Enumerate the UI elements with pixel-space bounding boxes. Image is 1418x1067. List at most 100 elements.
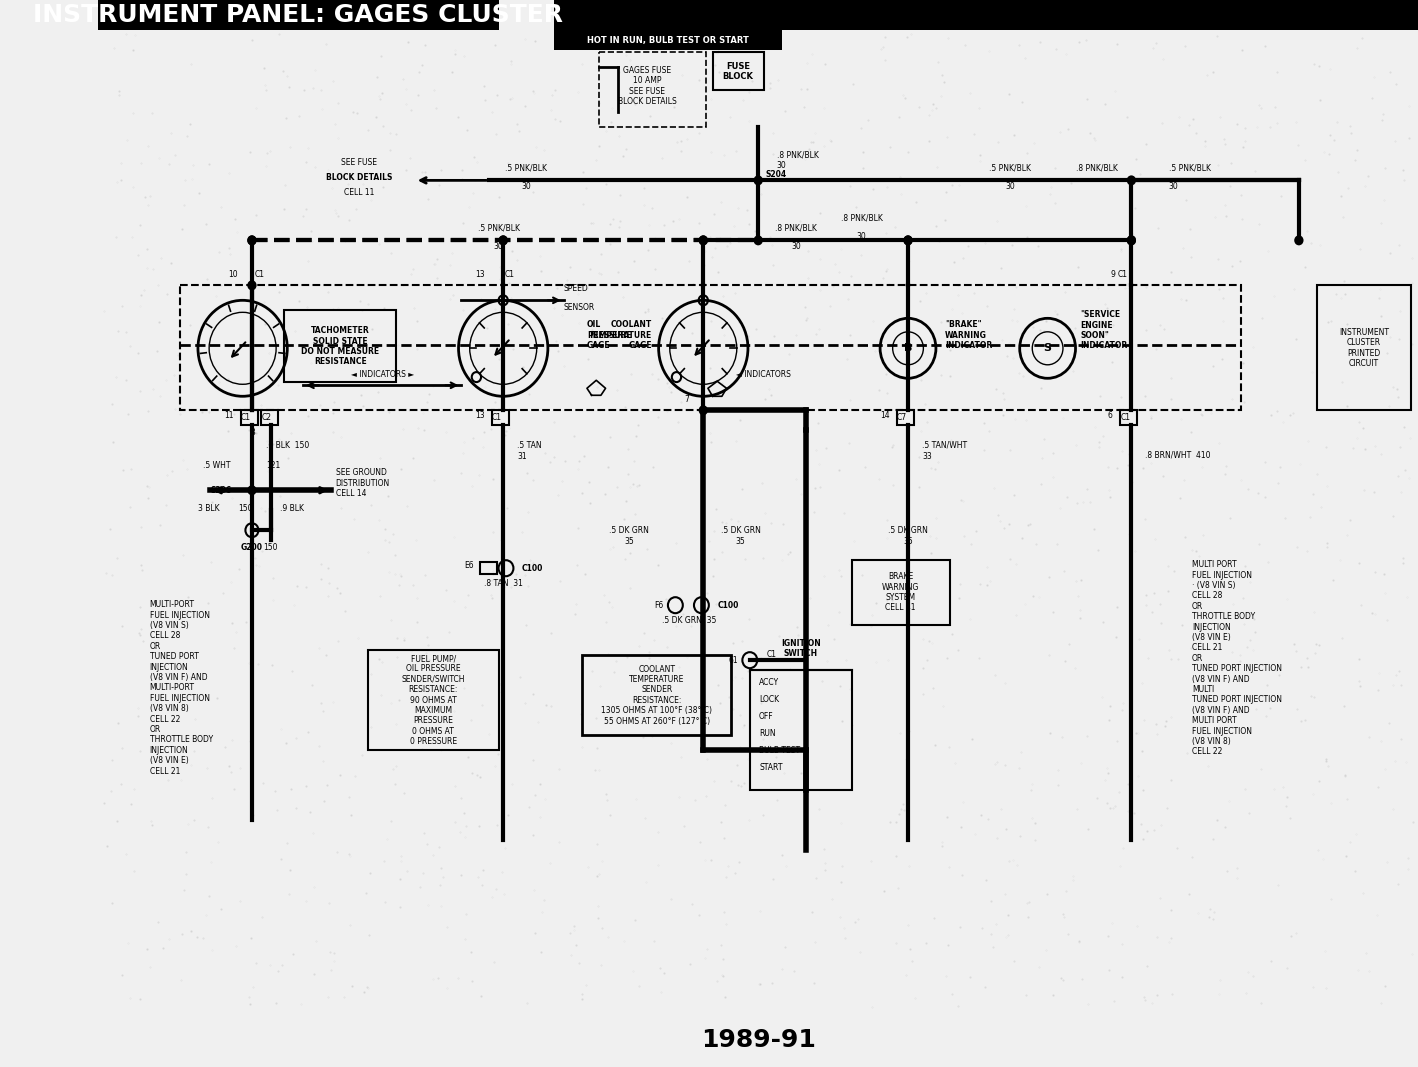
Text: SPEED: SPEED [564, 284, 588, 293]
Text: 30: 30 [493, 242, 503, 252]
Text: HOT IN RUN, BULB TEST OR START: HOT IN RUN, BULB TEST OR START [587, 36, 749, 45]
Text: .5 DK GRN  35: .5 DK GRN 35 [662, 616, 716, 624]
Text: ◄ INDICATORS ►: ◄ INDICATORS ► [350, 370, 414, 379]
Text: .8 PNK/BLK: .8 PNK/BLK [1075, 163, 1117, 173]
Circle shape [499, 236, 508, 245]
Text: RUN: RUN [759, 729, 776, 737]
Bar [583, 655, 732, 735]
Text: BULB TEST: BULB TEST [759, 746, 800, 754]
Text: FUSE
BLOCK: FUSE BLOCK [723, 62, 753, 81]
Text: FUEL PUMP/
OIL PRESSURE
SENDER/SWITCH
RESISTANCE:
90 OHMS AT
MAXIMUM
PRESSURE
0 : FUEL PUMP/ OIL PRESSURE SENDER/SWITCH RE… [401, 654, 465, 746]
Text: 35: 35 [903, 537, 913, 545]
Text: C1: C1 [767, 650, 777, 658]
Text: 30: 30 [856, 233, 866, 241]
Text: 13: 13 [475, 411, 485, 419]
Text: 61: 61 [727, 656, 737, 665]
Text: 14: 14 [879, 411, 889, 419]
Text: INSTRUMENT PANEL: GAGES CLUSTER: INSTRUMENT PANEL: GAGES CLUSTER [34, 3, 563, 28]
Text: .8 PNK/BLK: .8 PNK/BLK [776, 223, 817, 233]
Text: ACCY: ACCY [759, 678, 780, 687]
Text: SEE FUSE: SEE FUSE [340, 158, 377, 168]
Text: .9 BLK: .9 BLK [279, 504, 303, 513]
Text: C1: C1 [492, 413, 502, 423]
Bar [369, 650, 499, 750]
Text: C1: C1 [1117, 270, 1127, 280]
Text: INSTRUMENT
CLUSTER
PRINTED
CIRCUIT: INSTRUMENT CLUSTER PRINTED CIRCUIT [1339, 328, 1390, 368]
Text: 150: 150 [238, 504, 252, 513]
Text: 3 BLK: 3 BLK [197, 504, 220, 513]
Text: F6: F6 [654, 601, 664, 609]
Text: SEE GROUND
DISTRIBUTION
CELL 14: SEE GROUND DISTRIBUTION CELL 14 [336, 468, 390, 498]
Text: S: S [1044, 344, 1052, 353]
Text: COOLANT
TEMPERATURE
SENDER
RESISTANCE:
1305 OHMS AT 100°F (38° C)
55 OHMS AT 260: COOLANT TEMPERATURE SENDER RESISTANCE: 1… [601, 665, 712, 726]
Text: .5 PNK/BLK: .5 PNK/BLK [505, 163, 547, 173]
Text: .8 PNK/BLK: .8 PNK/BLK [841, 213, 882, 222]
Text: 30: 30 [1168, 182, 1178, 191]
Text: 1989-91: 1989-91 [700, 1028, 815, 1052]
Text: OFF: OFF [759, 712, 774, 720]
Text: "SERVICE
ENGINE
SOON"
INDICATOR: "SERVICE ENGINE SOON" INDICATOR [1081, 310, 1127, 350]
Circle shape [247, 281, 257, 290]
Text: 10: 10 [228, 270, 238, 280]
Circle shape [499, 236, 508, 245]
Text: E6: E6 [464, 561, 474, 570]
Text: .5 TAN: .5 TAN [518, 441, 542, 450]
Text: 7: 7 [685, 395, 689, 404]
Bar [554, 31, 783, 50]
Bar [180, 285, 1241, 411]
Circle shape [699, 236, 708, 245]
Text: CELL 11: CELL 11 [343, 189, 374, 197]
Text: .5 DK GRN: .5 DK GRN [720, 526, 760, 535]
Text: OIL
PRESSURE
GAGE: OIL PRESSURE GAGE [587, 320, 631, 350]
Circle shape [247, 236, 257, 245]
Text: IGNITION
SWITCH: IGNITION SWITCH [781, 639, 821, 658]
Text: COOLANT
TEMPERATURE
GAGE: COOLANT TEMPERATURE GAGE [588, 320, 652, 350]
Text: B: B [250, 428, 255, 436]
Bar [479, 562, 496, 574]
Bar [98, 0, 499, 31]
Text: C2: C2 [261, 413, 271, 423]
Text: 9: 9 [1110, 270, 1116, 280]
Circle shape [699, 236, 708, 245]
Text: C1: C1 [1120, 413, 1130, 423]
Bar [241, 411, 258, 426]
Text: 150: 150 [264, 543, 278, 553]
Bar [598, 52, 706, 127]
Text: .5 PNK/BLK: .5 PNK/BLK [990, 163, 1031, 173]
Circle shape [699, 405, 708, 415]
Text: 13: 13 [475, 270, 485, 280]
Bar [492, 411, 509, 426]
Text: 30: 30 [791, 242, 801, 252]
Bar [896, 411, 913, 426]
Text: .5 DK GRN: .5 DK GRN [608, 526, 649, 535]
Text: BRAKE
WARNING
SYSTEM
CELL 41: BRAKE WARNING SYSTEM CELL 41 [882, 572, 919, 612]
Text: .5 PNK/BLK: .5 PNK/BLK [1168, 163, 1211, 173]
Text: S204: S204 [766, 170, 787, 179]
Text: C1: C1 [505, 270, 515, 280]
Text: 31: 31 [518, 451, 526, 461]
Text: 30: 30 [1005, 182, 1015, 191]
Circle shape [753, 236, 763, 245]
Text: "BRAKE"
WARNING
INDICATOR: "BRAKE" WARNING INDICATOR [946, 320, 993, 350]
Text: C100: C100 [718, 601, 739, 609]
Text: .5 TAN/WHT: .5 TAN/WHT [922, 441, 967, 450]
Text: 11: 11 [224, 411, 234, 419]
Text: .5 WHT: .5 WHT [203, 461, 231, 469]
Text: GAGES FUSE
10 AMP
SEE FUSE
BLOCK DETAILS: GAGES FUSE 10 AMP SEE FUSE BLOCK DETAILS [618, 66, 676, 107]
Text: LOCK: LOCK [759, 695, 780, 703]
Text: B: B [903, 344, 912, 353]
Text: G200: G200 [241, 543, 262, 553]
Circle shape [1127, 236, 1136, 245]
Text: 121: 121 [267, 461, 281, 469]
Text: 33: 33 [922, 451, 932, 461]
Circle shape [903, 236, 913, 245]
Text: MULTI PORT
FUEL INJECTION
· (V8 VIN S)
CELL 28
OR
THROTTLE BODY
INJECTION
(V8 VI: MULTI PORT FUEL INJECTION · (V8 VIN S) C… [1193, 560, 1282, 757]
Circle shape [1295, 236, 1303, 245]
Bar [1120, 411, 1137, 426]
Text: .5 PNK/BLK: .5 PNK/BLK [478, 223, 519, 233]
Text: TACHOMETER
SOLID STATE
DO NOT MEASURE
RESISTANCE: TACHOMETER SOLID STATE DO NOT MEASURE RE… [301, 327, 380, 366]
Bar [713, 52, 764, 91]
Text: 30: 30 [522, 182, 532, 191]
Circle shape [903, 236, 913, 245]
Text: S206: S206 [210, 485, 231, 495]
